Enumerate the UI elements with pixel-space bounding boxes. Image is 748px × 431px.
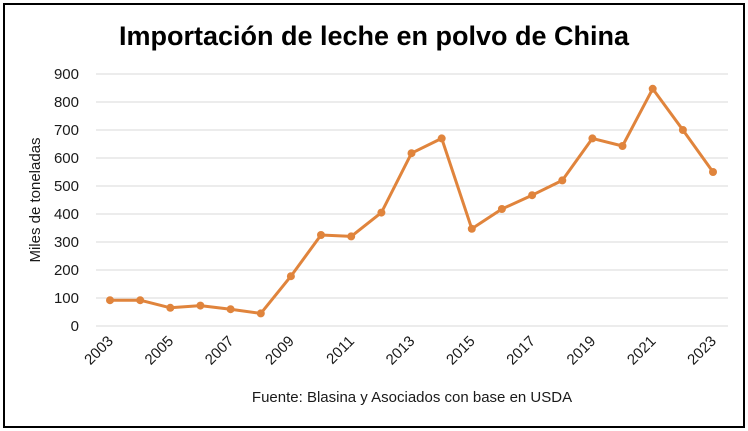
source-note: Fuente: Blasina y Asociados con base en … bbox=[252, 389, 572, 406]
data-point bbox=[588, 134, 597, 143]
data-point bbox=[528, 191, 537, 200]
x-tick-label: 2019 bbox=[564, 333, 600, 369]
data-point bbox=[256, 309, 265, 318]
x-tick-label: 2017 bbox=[503, 333, 539, 369]
data-point bbox=[407, 149, 416, 158]
y-tick-label: 700 bbox=[54, 122, 79, 139]
x-tick-label: 2015 bbox=[443, 333, 479, 369]
data-point bbox=[196, 301, 205, 310]
data-point bbox=[377, 208, 386, 217]
gridlines bbox=[96, 73, 728, 327]
data-point bbox=[166, 303, 175, 312]
y-axis-label: Miles de toneladas bbox=[27, 137, 44, 262]
data-point bbox=[467, 224, 476, 233]
x-tick-labels: 2003 2005 2007 2009 2011 2013 2015 2017 2019 2021… bbox=[81, 333, 720, 369]
y-tick-labels: 0 100 200 300 400 500 600 700 800 900 bbox=[54, 66, 79, 335]
data-point bbox=[648, 84, 657, 93]
data-point bbox=[437, 134, 446, 143]
x-tick-label: 2003 bbox=[81, 333, 117, 369]
data-point bbox=[678, 126, 687, 134]
x-tick-label: 2021 bbox=[624, 333, 660, 369]
data-point bbox=[558, 176, 567, 185]
y-tick-label: 400 bbox=[54, 206, 79, 223]
data-point bbox=[497, 205, 506, 213]
x-tick-label: 2023 bbox=[684, 333, 720, 369]
data-point bbox=[136, 296, 145, 305]
x-tick-label: 2011 bbox=[323, 333, 358, 368]
data-point bbox=[106, 296, 114, 305]
y-tick-label: 100 bbox=[54, 290, 79, 307]
y-tick-label: 300 bbox=[54, 234, 79, 251]
y-tick-label: 800 bbox=[54, 94, 79, 111]
data-point bbox=[226, 305, 235, 314]
y-tick-label: 200 bbox=[54, 262, 79, 279]
x-tick-label: 2009 bbox=[262, 333, 298, 369]
series-line bbox=[108, 87, 715, 315]
x-tick-label: 2013 bbox=[383, 333, 419, 369]
data-point bbox=[347, 232, 356, 241]
y-tick-label: 0 bbox=[71, 318, 79, 335]
x-tick-label: 2007 bbox=[202, 333, 238, 369]
y-tick-label: 600 bbox=[54, 150, 79, 167]
y-tick-label: 500 bbox=[54, 178, 79, 195]
x-tick-label: 2005 bbox=[142, 333, 178, 369]
data-point bbox=[317, 231, 325, 239]
series-layer bbox=[106, 84, 717, 318]
chart-title: Importación de leche en polvo de China bbox=[119, 21, 630, 51]
data-point bbox=[709, 168, 717, 176]
data-point bbox=[286, 272, 295, 281]
y-tick-label: 900 bbox=[54, 66, 79, 83]
data-point bbox=[618, 142, 627, 150]
